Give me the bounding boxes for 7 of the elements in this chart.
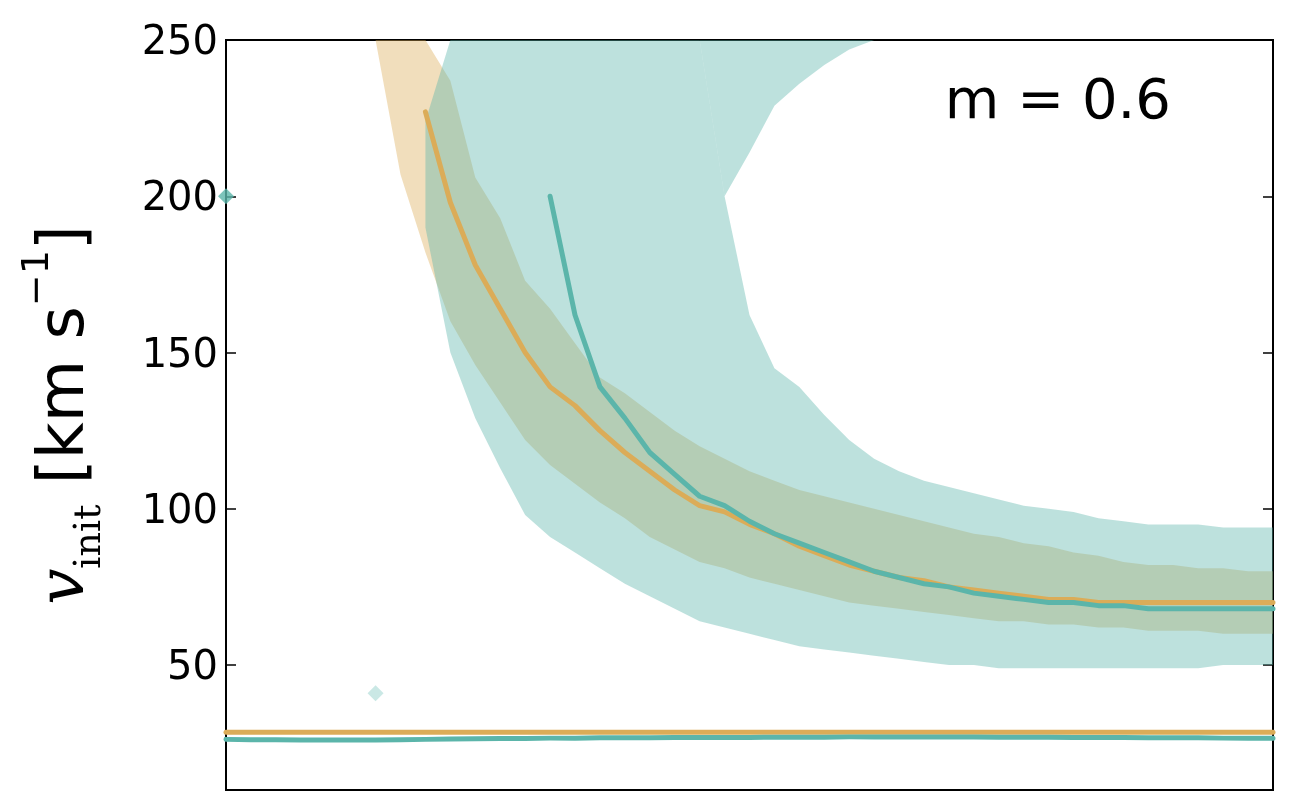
y-tick-label: 50 [167, 642, 218, 688]
y-tick-label: 200 [141, 173, 218, 220]
y-tick-label: 150 [141, 329, 218, 376]
annotation: m = 0.6 [944, 65, 1172, 131]
y-tick-label: 100 [141, 485, 218, 532]
y-tick-label: 250 [141, 17, 218, 63]
y-axis-title: vinit [km s−1] [13, 225, 109, 605]
